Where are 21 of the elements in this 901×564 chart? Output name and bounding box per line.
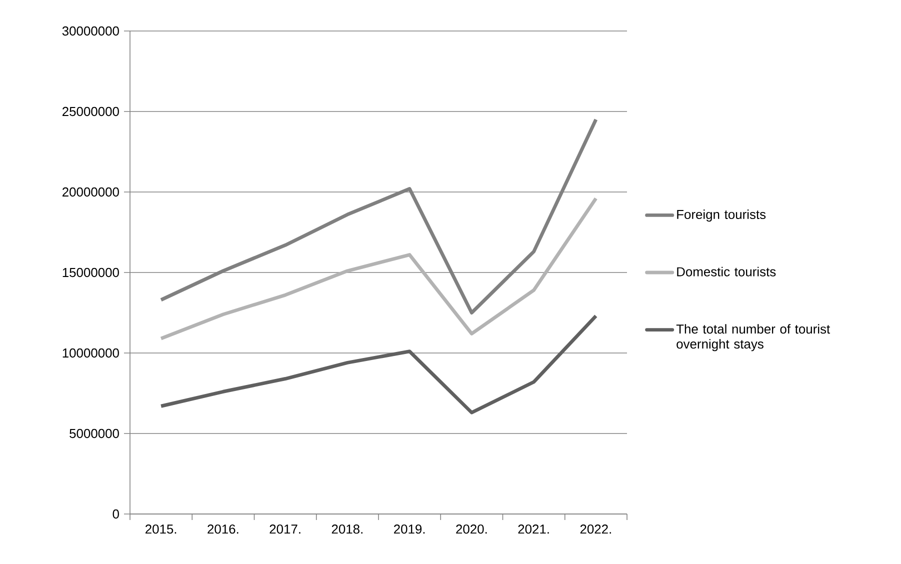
line-series [159, 196, 598, 340]
x-tick-label: 2022. [580, 524, 611, 534]
x-tick-label: 2019. [394, 524, 425, 534]
x-tick-label: 2021. [518, 524, 549, 534]
x-tick-label: 2020. [456, 524, 487, 534]
y-tick-label: 0 [112, 509, 119, 519]
line-series [159, 314, 598, 414]
y-tick-label: 30000000 [62, 26, 119, 36]
x-tick-label: 2018. [332, 524, 362, 534]
y-tick-label: 10000000 [62, 348, 119, 358]
line-series [159, 118, 598, 314]
legend-label: Foreign tourists [677, 210, 766, 222]
y-tick-label: 15000000 [62, 268, 119, 278]
y-tick-label: 20000000 [62, 187, 119, 197]
legend-label: Domestic tourists [677, 266, 776, 276]
y-tick-label: 25000000 [62, 106, 119, 116]
legend-label: The total number of tourist overnight stays [676, 324, 830, 352]
x-tick-label: 2015. [146, 524, 176, 534]
y-tick-label: 5000000 [70, 428, 119, 438]
x-tick-label: 2016. [208, 524, 238, 534]
x-tick-label: 2017. [270, 524, 300, 534]
